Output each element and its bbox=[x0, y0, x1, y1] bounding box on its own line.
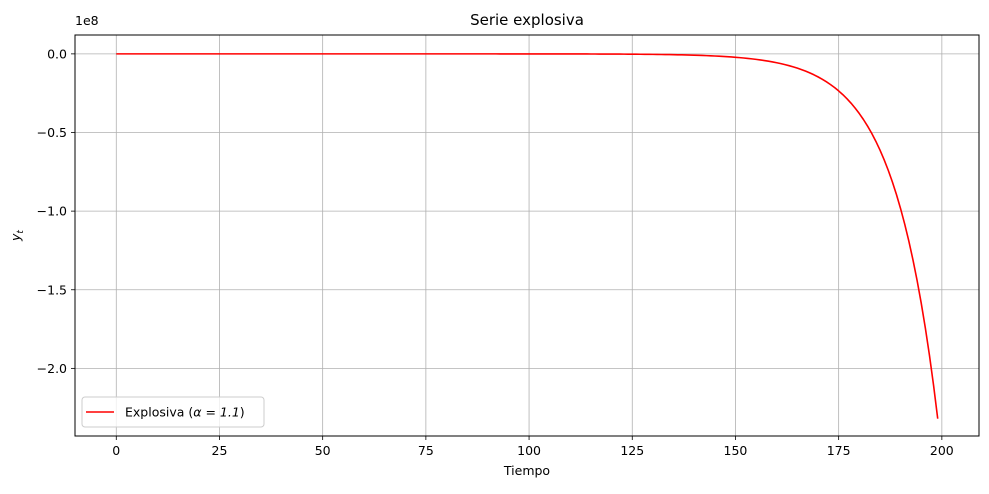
y-axis-offset-label: 1e8 bbox=[75, 13, 99, 28]
x-tick-label: 175 bbox=[827, 443, 851, 458]
x-tick-label: 150 bbox=[724, 443, 748, 458]
x-tick-label: 50 bbox=[315, 443, 331, 458]
x-tick-label: 125 bbox=[620, 443, 644, 458]
y-tick-label: −0.5 bbox=[37, 125, 67, 140]
axis-ticks: 0 25 50 75 100 125 150 175 200 0.0 −0.5 −1.0 −1.5 −2.… bbox=[37, 46, 954, 458]
series-layer bbox=[116, 53, 939, 419]
y-tick-label: 0.0 bbox=[47, 46, 67, 61]
y-tick-label: −1.0 bbox=[37, 204, 67, 219]
plot-frame bbox=[74, 34, 980, 437]
y-axis-title: yt bbox=[8, 230, 26, 242]
x-axis-title: Tiempo bbox=[503, 463, 550, 478]
x-tick-label: 200 bbox=[930, 443, 954, 458]
x-tick-label: 25 bbox=[212, 443, 228, 458]
y-axis-title-subscript: t bbox=[16, 230, 26, 234]
y-axis-title-main: y bbox=[8, 233, 23, 242]
y-tick-label: −1.5 bbox=[37, 282, 67, 297]
legend-label-prefix: Explosiva ( bbox=[125, 405, 193, 420]
legend: Explosiva (α = 1.1) bbox=[81, 396, 265, 428]
y-tick-label: −2.0 bbox=[37, 361, 67, 376]
legend-label: Explosiva (α = 1.1) bbox=[125, 405, 245, 420]
x-tick-label: 75 bbox=[418, 443, 434, 458]
x-tick-label: 0 bbox=[112, 443, 120, 458]
legend-box bbox=[81, 396, 265, 428]
x-tick-label: 100 bbox=[517, 443, 541, 458]
legend-label-suffix: ) bbox=[240, 405, 245, 420]
legend-label-math: α = 1.1 bbox=[193, 405, 240, 420]
grid bbox=[75, 35, 979, 436]
series-line-explosiva bbox=[116, 53, 939, 419]
chart-title: Serie explosiva bbox=[470, 11, 584, 29]
